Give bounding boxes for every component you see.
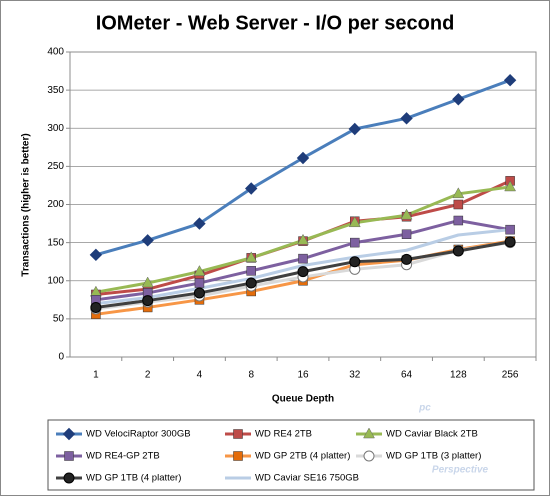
- legend-label: WD VelociRaptor 300GB: [86, 429, 191, 440]
- y-tick-label: 150: [47, 237, 64, 248]
- marker: [141, 234, 154, 247]
- marker: [348, 216, 361, 228]
- y-tick-label: 0: [58, 352, 64, 363]
- marker: [245, 182, 258, 195]
- legend-label: WD GP 1TB (4 platter): [86, 473, 181, 484]
- x-tick-label: 1: [93, 370, 99, 381]
- marker: [453, 199, 464, 210]
- marker: [453, 215, 464, 226]
- marker: [298, 253, 308, 264]
- watermark-logo: pc: [418, 403, 431, 414]
- marker: [246, 266, 256, 276]
- y-tick-label: 350: [47, 85, 64, 96]
- marker: [63, 472, 75, 484]
- marker: [90, 301, 102, 313]
- marker: [401, 229, 412, 239]
- marker: [400, 112, 413, 125]
- y-tick-label: 300: [47, 123, 64, 134]
- marker: [193, 287, 205, 299]
- chart-title: IOMeter - Web Server - I/O per second: [96, 12, 455, 34]
- marker: [142, 295, 154, 307]
- x-tick-label: 32: [349, 370, 361, 381]
- y-tick-label: 200: [47, 199, 64, 210]
- marker: [348, 122, 361, 136]
- x-tick-label: 64: [401, 370, 413, 381]
- y-tick-label: 100: [47, 275, 64, 286]
- marker: [62, 427, 76, 441]
- marker: [245, 251, 258, 263]
- x-tick-label: 256: [502, 370, 519, 381]
- marker: [233, 451, 243, 461]
- marker: [193, 217, 206, 230]
- legend-box: [47, 419, 535, 491]
- marker: [194, 278, 205, 288]
- legend-label: WD GP 2TB (4 platter): [255, 451, 350, 462]
- x-tick-label: 8: [248, 370, 254, 381]
- y-axis-title: Transactions (higher is better): [21, 133, 32, 276]
- marker: [400, 208, 413, 220]
- x-tick-label: 16: [297, 370, 309, 381]
- marker: [193, 265, 206, 276]
- legend-label: WD Caviar SE16 750GB: [255, 473, 359, 484]
- x-tick-label: 4: [197, 370, 203, 381]
- x-axis-title: Queue Depth: [272, 394, 334, 405]
- marker: [504, 180, 517, 192]
- marker: [233, 429, 243, 439]
- marker: [296, 151, 310, 165]
- marker: [297, 233, 309, 245]
- marker: [349, 256, 361, 268]
- marker: [350, 237, 360, 248]
- marker: [297, 266, 309, 278]
- marker: [401, 253, 413, 265]
- y-tick-label: 250: [47, 161, 64, 172]
- legend-label: WD Caviar Black 2TB: [386, 429, 478, 440]
- marker: [245, 277, 257, 289]
- y-tick-label: 400: [47, 47, 64, 58]
- marker: [141, 276, 154, 288]
- x-tick-label: 2: [145, 370, 151, 381]
- marker: [64, 451, 74, 461]
- marker: [452, 187, 465, 199]
- marker: [363, 427, 375, 439]
- marker: [503, 74, 517, 87]
- series-line: [95, 228, 511, 306]
- marker: [504, 236, 516, 248]
- marker: [89, 248, 103, 262]
- marker: [452, 93, 465, 106]
- legend-label: WD GP 1TB (3 platter): [386, 451, 481, 462]
- marker: [505, 224, 515, 235]
- marker: [363, 450, 375, 462]
- legend-label: WD RE4-GP 2TB: [86, 451, 160, 462]
- legend-label: WD RE4 2TB: [255, 429, 312, 440]
- marker: [452, 245, 464, 257]
- y-tick-label: 50: [53, 314, 65, 325]
- x-tick-label: 128: [450, 370, 467, 381]
- watermark-text: Perspective: [432, 465, 489, 476]
